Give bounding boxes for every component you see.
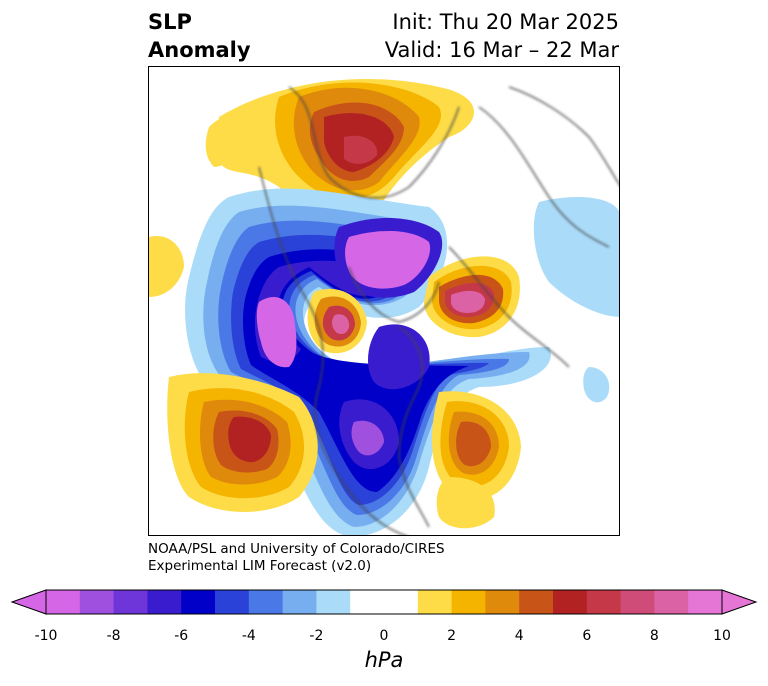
colorbar-outline — [45, 589, 723, 615]
colorbar-tick-label: 4 — [514, 628, 524, 644]
credit-line1: NOAA/PSL and University of Colorado/CIRE… — [148, 541, 445, 557]
colorbar-cell — [147, 590, 182, 614]
colorbar-cell — [519, 590, 554, 614]
colorbar-tick-label: 8 — [649, 628, 659, 644]
high-barents — [424, 256, 520, 338]
title-variable-line1: SLP — [148, 10, 192, 34]
colorbar — [10, 589, 758, 615]
colorbar-unit: hPa — [364, 648, 404, 672]
colorbar-tick-label: 6 — [582, 628, 592, 644]
colorbar-tick-label: -10 — [34, 628, 58, 644]
colorbar-cell — [586, 590, 622, 614]
low-arctic-pacific — [185, 188, 551, 535]
colorbar-right-extension — [721, 589, 758, 615]
coastlines — [258, 86, 619, 535]
colorbar-tick-label: 2 — [447, 628, 457, 644]
map-dates: Init: Thu 20 Mar 2025 Valid: 16 Mar – 22… — [385, 8, 619, 64]
colorbar-cell — [46, 590, 81, 614]
colorbar-cell — [181, 590, 216, 614]
colorbar-tick-label: -8 — [106, 628, 121, 644]
high-europe — [205, 78, 474, 218]
colorbar-tick-label: -6 — [174, 628, 189, 644]
colorbar-cell — [350, 590, 385, 614]
high-north-pacific — [149, 236, 318, 512]
colorbar-cell — [688, 590, 723, 614]
low-eurasia — [533, 197, 619, 403]
colorbar-cell — [248, 590, 284, 614]
colorbar-cells — [46, 590, 723, 614]
colorbar-cell — [215, 590, 250, 614]
anomaly-map-svg — [149, 78, 619, 535]
init-date: Init: Thu 20 Mar 2025 — [392, 10, 619, 34]
credit-text: NOAA/PSL and University of Colorado/CIRE… — [148, 541, 445, 575]
colorbar-tick-label: 0 — [379, 628, 389, 644]
high-greenland — [307, 288, 367, 354]
credit-line2: Experimental LIM Forecast (v2.0) — [148, 558, 372, 574]
anomaly-map — [148, 66, 620, 536]
title-variable-line2: Anomaly — [148, 38, 251, 62]
colorbar-cell — [451, 590, 486, 614]
colorbar-cell — [282, 590, 317, 614]
colorbar-cell — [316, 590, 351, 614]
colorbar-cell — [384, 590, 419, 614]
colorbar-cell — [485, 590, 520, 614]
colorbar-tick-label: -2 — [309, 628, 324, 644]
colorbar-cell — [654, 590, 689, 614]
high-west-atlantic — [431, 391, 521, 529]
colorbar-cell — [553, 590, 588, 614]
valid-range: Valid: 16 Mar – 22 Mar — [384, 38, 619, 62]
colorbar-cell — [79, 590, 115, 614]
colorbar-cell — [113, 590, 148, 614]
colorbar-left-extension — [10, 589, 47, 615]
map-title: SLP Anomaly — [148, 8, 251, 64]
colorbar-cell — [620, 590, 655, 614]
colorbar-tick-label: -4 — [241, 628, 256, 644]
colorbar-cell — [417, 590, 453, 614]
colorbar-tick-label: 10 — [713, 628, 731, 644]
